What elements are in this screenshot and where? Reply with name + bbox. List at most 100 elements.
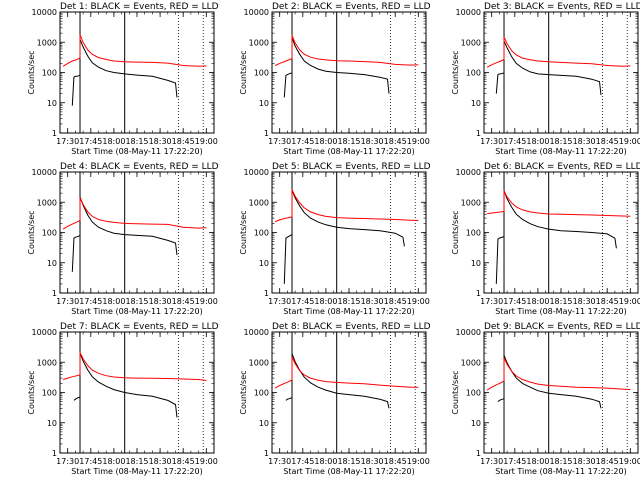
chart-2-ytick-label-4: 10000 xyxy=(456,8,481,17)
chart-1-xtick-label-5: 18:45 xyxy=(384,137,407,146)
chart-7-xtick-label-4: 18:30 xyxy=(361,457,384,466)
chart-1-xtick-label-4: 18:30 xyxy=(361,137,384,146)
chart-1-xtick-label-3: 18:15 xyxy=(337,137,360,146)
chart-8-xlabel: Start Time (08-May-11 17:22:20) xyxy=(495,467,626,476)
chart-3-ylabel: Counts/sec xyxy=(27,210,36,254)
chart-0-ytick-label-4: 10000 xyxy=(32,8,57,17)
chart-4-xtick-label-0: 17:30 xyxy=(268,297,291,306)
chart-5-ytick-label-4: 10000 xyxy=(456,168,481,177)
chart-4: Det 5: BLACK = Events, RED = LLD 1 10 100 10… xyxy=(239,162,431,316)
chart-5-xtick-label-2: 18:00 xyxy=(526,297,549,306)
chart-0-ylabel: Counts/sec xyxy=(27,50,36,94)
chart-5-ytick-label-1: 10 xyxy=(471,259,481,268)
chart-2-ytick-label-1: 10 xyxy=(471,99,481,108)
chart-6: Det 7: BLACK = Events, RED = LLD 1 10 100 10… xyxy=(27,322,219,476)
chart-6-series-events xyxy=(73,352,178,418)
chart-5-series-events xyxy=(495,190,617,284)
chart-3-xlabel: Start Time (08-May-11 17:22:20) xyxy=(71,307,202,316)
chart-1-frame xyxy=(271,11,427,134)
chart-8-xtick-label-3: 18:15 xyxy=(549,457,572,466)
chart-8-xtick-label-5: 18:45 xyxy=(596,457,619,466)
chart-2-ytick-label-3: 1000 xyxy=(461,38,481,47)
chart-6-xlabel: Start Time (08-May-11 17:22:20) xyxy=(71,467,202,476)
chart-3-xtick-label-4: 18:30 xyxy=(149,297,172,306)
chart-6-xtick-label-6: 19:00 xyxy=(195,457,218,466)
chart-0-xtick-label-3: 18:15 xyxy=(125,137,148,146)
chart-2-xtick-label-5: 18:45 xyxy=(596,137,619,146)
chart-1-xtick-label-1: 17:45 xyxy=(291,137,314,146)
chart-5-xtick-label-5: 18:45 xyxy=(596,297,619,306)
chart-3-xtick-label-2: 18:00 xyxy=(102,297,125,306)
chart-4-xtick-label-1: 17:45 xyxy=(291,297,314,306)
chart-1-series-events xyxy=(283,37,390,98)
chart-7-xtick-label-6: 19:00 xyxy=(407,457,430,466)
chart-7-ytick-label-1: 10 xyxy=(259,419,269,428)
chart-3-series-lld xyxy=(62,197,207,230)
chart-8: Det 9: BLACK = Events, RED = LLD 1 10 100 10… xyxy=(451,322,640,476)
chart-8-xtick-label-6: 19:00 xyxy=(619,457,640,466)
chart-2-xlabel: Start Time (08-May-11 17:22:20) xyxy=(495,147,626,156)
chart-4-frame xyxy=(271,171,427,294)
chart-4-xtick-label-2: 18:00 xyxy=(314,297,337,306)
chart-0-xlabel: Start Time (08-May-11 17:22:20) xyxy=(71,147,202,156)
chart-0-ytick-label-2: 100 xyxy=(42,69,57,78)
chart-8-series-events xyxy=(497,355,602,409)
chart-0-ytick-label-0: 1 xyxy=(52,129,57,138)
chart-4-xtick-label-4: 18:30 xyxy=(361,297,384,306)
chart-1-xtick-label-2: 18:00 xyxy=(314,137,337,146)
chart-7-ytick-label-3: 1000 xyxy=(249,358,269,367)
chart-4-ytick-label-4: 10000 xyxy=(244,168,269,177)
chart-2-xtick-label-4: 18:30 xyxy=(573,137,596,146)
chart-2-xtick-label-1: 17:45 xyxy=(503,137,526,146)
chart-6-ytick-label-2: 100 xyxy=(42,389,57,398)
chart-5-xtick-label-1: 17:45 xyxy=(503,297,526,306)
chart-3-xtick-label-6: 19:00 xyxy=(195,297,218,306)
chart-7-xtick-label-3: 18:15 xyxy=(337,457,360,466)
chart-2-title: Det 3: BLACK = Events, RED = LLD xyxy=(484,2,640,12)
chart-4-ytick-label-0: 1 xyxy=(264,289,269,298)
chart-7-ylabel: Counts/sec xyxy=(239,370,248,414)
chart-1-series-lld xyxy=(274,35,419,66)
chart-6-ylabel: Counts/sec xyxy=(27,370,36,414)
chart-0-xtick-label-2: 18:00 xyxy=(102,137,125,146)
chart-1-ytick-label-2: 100 xyxy=(254,69,269,78)
chart-8-xtick-label-1: 17:45 xyxy=(503,457,526,466)
chart-7: Det 8: BLACK = Events, RED = LLD 1 10 100 10… xyxy=(239,322,431,476)
chart-6-ytick-label-1: 10 xyxy=(47,419,57,428)
chart-5-ytick-label-2: 100 xyxy=(466,229,481,238)
chart-7-xtick-label-0: 17:30 xyxy=(268,457,291,466)
chart-2-frame xyxy=(483,11,639,134)
chart-5-xlabel: Start Time (08-May-11 17:22:20) xyxy=(495,307,626,316)
chart-4-ytick-label-2: 100 xyxy=(254,229,269,238)
chart-6-ytick-label-3: 1000 xyxy=(37,358,57,367)
chart-8-xtick-label-0: 17:30 xyxy=(480,457,503,466)
chart-4-series-events xyxy=(283,190,405,284)
chart-3-xtick-label-3: 18:15 xyxy=(125,297,148,306)
chart-1-xlabel: Start Time (08-May-11 17:22:20) xyxy=(283,147,414,156)
chart-7-title: Det 8: BLACK = Events, RED = LLD xyxy=(272,322,431,332)
chart-8-ytick-label-0: 1 xyxy=(476,449,481,458)
chart-5-xtick-label-0: 17:30 xyxy=(480,297,503,306)
chart-0-ytick-label-3: 1000 xyxy=(37,38,57,47)
chart-0-xtick-label-0: 17:30 xyxy=(56,137,79,146)
chart-1-ytick-label-4: 10000 xyxy=(244,8,269,17)
chart-4-ylabel: Counts/sec xyxy=(239,210,248,254)
chart-7-ytick-label-2: 100 xyxy=(254,389,269,398)
chart-3-title: Det 4: BLACK = Events, RED = LLD xyxy=(60,162,219,172)
chart-1-title: Det 2: BLACK = Events, RED = LLD xyxy=(272,2,431,12)
chart-2-ytick-label-0: 1 xyxy=(476,129,481,138)
chart-7-xlabel: Start Time (08-May-11 17:22:20) xyxy=(283,467,414,476)
chart-5-ytick-label-0: 1 xyxy=(476,289,481,298)
chart-6-series-lld xyxy=(62,352,207,381)
chart-4-series-lld xyxy=(274,189,419,223)
chart-6-title: Det 7: BLACK = Events, RED = LLD xyxy=(60,322,219,332)
chart-0-series-events xyxy=(71,39,178,106)
chart-1-ylabel: Counts/sec xyxy=(239,50,248,94)
chart-2-series-lld xyxy=(486,36,631,68)
chart-3-xtick-label-0: 17:30 xyxy=(56,297,79,306)
chart-7-series-lld xyxy=(274,356,419,389)
chart-3-ytick-label-3: 1000 xyxy=(37,198,57,207)
chart-5-title: Det 6: BLACK = Events, RED = LLD xyxy=(484,162,640,172)
chart-6-xtick-label-5: 18:45 xyxy=(172,457,195,466)
chart-3-xtick-label-1: 17:45 xyxy=(79,297,102,306)
